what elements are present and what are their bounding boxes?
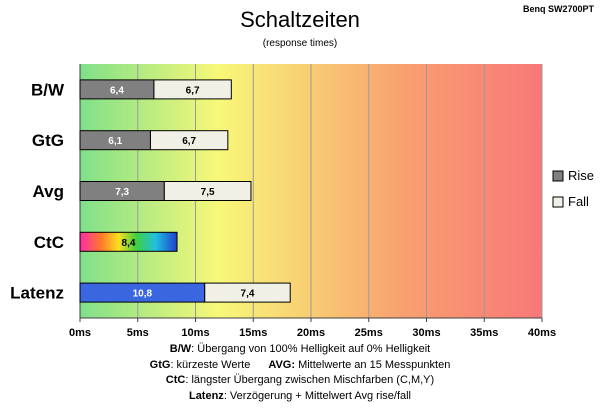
chart-subtitle: (response times) [263,38,337,49]
tick-label-15: 15ms [239,327,267,339]
bar-label-rise-1: 6,1 [108,136,122,147]
category-label-ctc: CtC [34,233,64,252]
note-latenz: Latenz: Verzögerung + Mittelwert Avg ris… [188,389,412,402]
note-gtg-avg: GtG: kürzeste Werte AVG: Mittelwerte an 1… [149,358,451,371]
bar-ctc [79,231,178,252]
legend-swatch-rise [552,170,564,182]
legend-label-rise: Rise [568,168,594,183]
bars: 6,4 6,7 6,1 6,7 7,3 7,5 8,4 10,8 7,4 [79,79,291,303]
category-labels: B/W GtG Avg CtC Latenz [10,80,65,302]
x-tick-labels: 0ms 5ms 10ms 15ms 20ms 25ms 30ms 35ms 40ms [69,318,556,339]
category-label-bw: B/W [31,80,65,99]
bar-fall-0 [153,79,232,100]
note-ctc: CtC: längster Übergang zwischen Mischfar… [165,374,435,386]
tick-label-25: 25ms [355,327,383,339]
bar-fall-1 [149,130,229,151]
category-label-avg: Avg [33,182,65,201]
tick-label-35: 35ms [470,327,498,339]
bar-label-fall-0: 6,7 [186,85,200,96]
bar-label-ctc: 8,4 [122,238,136,249]
note-bw: B/W: Übergang von 100% Helligkeit auf 0%… [169,343,431,355]
bar-label-rise-4: 10,8 [133,289,153,300]
bar-label-fall-1: 6,7 [182,136,196,147]
bar-label-rise-2: 7,3 [115,187,129,198]
category-label-gtg: GtG [32,131,64,150]
monitor-model-label: Benq SW2700PT [523,4,595,14]
bar-label-rise-0: 6,4 [110,85,124,96]
chart-notes: B/W: Übergang von 100% Helligkeit auf 0%… [0,342,600,404]
tick-label-0: 0ms [69,327,91,339]
tick-label-20: 20ms [297,327,325,339]
category-label-latenz: Latenz [10,284,64,303]
bar-label-fall-2: 7,5 [201,187,215,198]
bar-fall-4 [204,282,291,303]
legend-label-fall: Fall [568,194,589,209]
legend-swatch-fall [552,196,564,208]
tick-label-10: 10ms [181,327,209,339]
tick-label-40: 40ms [528,327,556,339]
tick-label-5: 5ms [127,327,149,339]
bar-fall-2 [163,181,252,201]
bar-label-fall-4: 7,4 [241,289,255,300]
tick-label-30: 30ms [412,327,440,339]
legend: Rise Fall [552,168,594,209]
chart-title: Schaltzeiten [240,7,360,32]
